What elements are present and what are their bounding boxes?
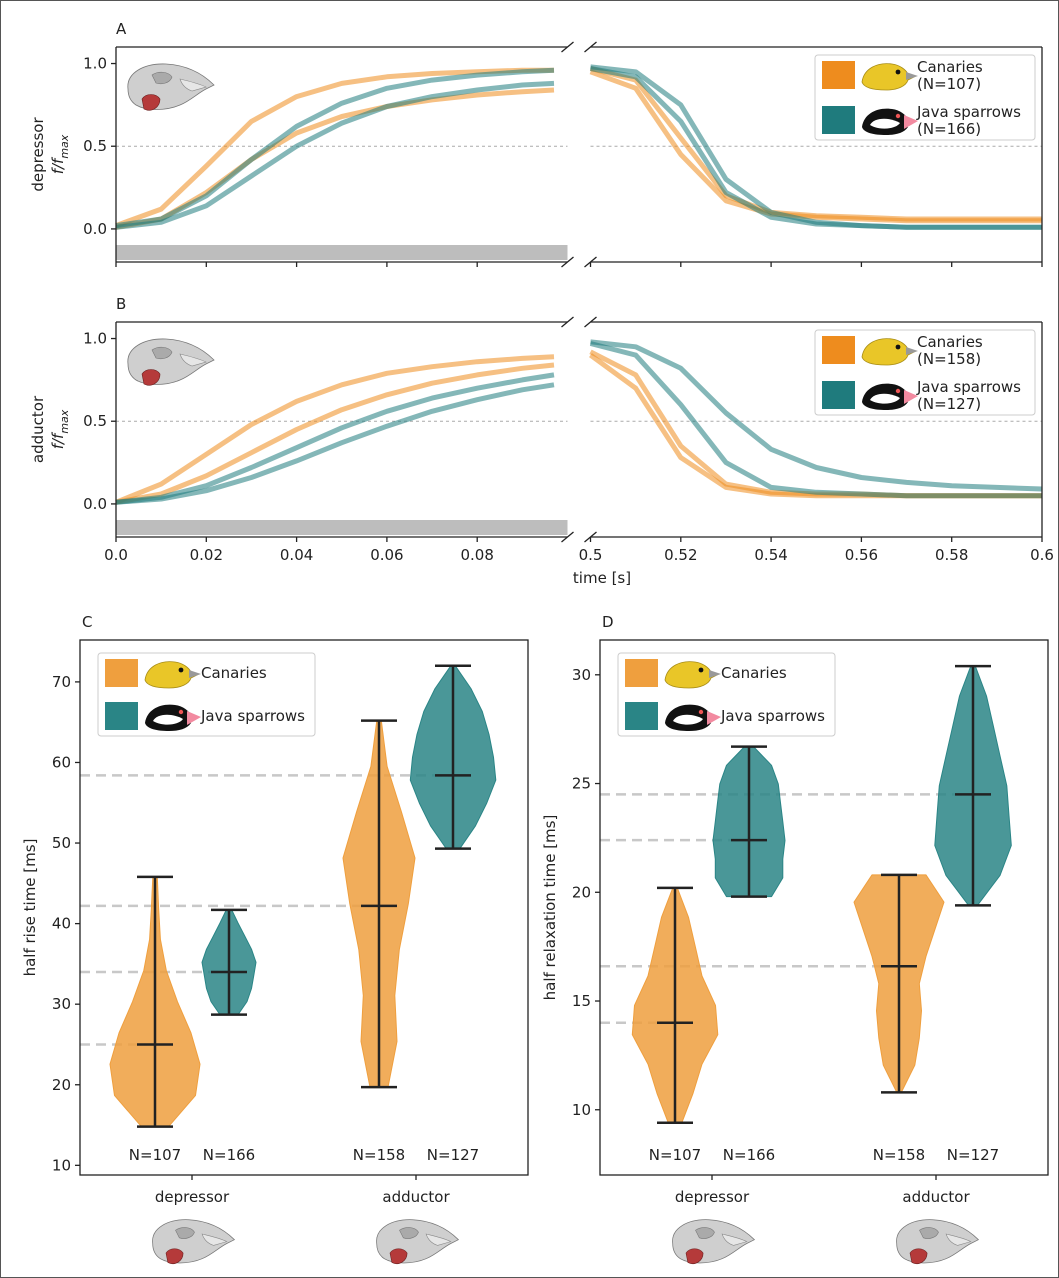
y-tick-label: 10 bbox=[52, 1156, 71, 1174]
muscle-icon bbox=[128, 64, 214, 110]
x-tick-label: 0.52 bbox=[664, 546, 697, 564]
legend-count: (N=107) bbox=[917, 75, 981, 93]
muscle-icon bbox=[673, 1220, 755, 1264]
y-tick-label: 0.0 bbox=[83, 220, 107, 238]
legend-count: (N=127) bbox=[917, 395, 981, 413]
legend-label: Canaries bbox=[201, 664, 267, 682]
stimulus-bar bbox=[116, 245, 568, 260]
x-tick-label: 0.02 bbox=[190, 546, 223, 564]
panel-label: A bbox=[116, 20, 127, 38]
x-tick-label: adductor bbox=[382, 1188, 450, 1206]
panel-label: B bbox=[116, 295, 126, 313]
legend-swatch bbox=[822, 61, 855, 89]
x-tick-label: 0.54 bbox=[754, 546, 787, 564]
legend-swatch bbox=[105, 659, 138, 687]
y-tick-label: 40 bbox=[52, 915, 71, 933]
x-tick-label: 0.56 bbox=[845, 546, 878, 564]
legend-label: Java sparrows bbox=[916, 378, 1021, 396]
y-tick-label: 0.5 bbox=[83, 137, 107, 155]
x-tick-label: 0.5 bbox=[579, 546, 603, 564]
count-label: N=127 bbox=[427, 1146, 479, 1164]
legend-label: Canaries bbox=[721, 664, 787, 682]
y-axis-label: half relaxation time [ms] bbox=[541, 815, 559, 1001]
y-axis-label-math-sub: max bbox=[58, 409, 71, 433]
x-tick-label: adductor bbox=[902, 1188, 970, 1206]
y-tick-label: 0.5 bbox=[83, 412, 107, 430]
y-axis-label: adductor bbox=[29, 395, 47, 463]
y-tick-label: 30 bbox=[572, 666, 591, 684]
count-label: N=166 bbox=[723, 1146, 775, 1164]
legend-label: Java sparrows bbox=[916, 103, 1021, 121]
y-tick-label: 20 bbox=[572, 883, 591, 901]
muscle-icon bbox=[897, 1220, 979, 1264]
y-axis-label-math: f/fmax bbox=[49, 134, 71, 174]
x-tick-label: 0.06 bbox=[370, 546, 403, 564]
legend-count: (N=158) bbox=[917, 350, 981, 368]
y-axis-label: depressor bbox=[29, 117, 47, 192]
figure: 0.00.51.0Adepressorf/fmaxCanaries(N=107)… bbox=[0, 0, 1059, 1278]
y-tick-label: 30 bbox=[52, 995, 71, 1013]
y-tick-label: 70 bbox=[52, 673, 71, 691]
legend-swatch bbox=[625, 702, 658, 730]
legend-swatch bbox=[625, 659, 658, 687]
x-tick-label: depressor bbox=[155, 1188, 230, 1206]
count-label: N=107 bbox=[649, 1146, 701, 1164]
y-axis-label: half rise time [ms] bbox=[21, 839, 39, 977]
muscle-icon bbox=[153, 1220, 235, 1264]
x-tick-label: 0.6 bbox=[1030, 546, 1054, 564]
y-tick-label: 50 bbox=[52, 834, 71, 852]
x-tick-label: 0.08 bbox=[460, 546, 493, 564]
y-tick-label: 10 bbox=[572, 1101, 591, 1119]
x-tick-label: depressor bbox=[675, 1188, 750, 1206]
stimulus-bar bbox=[116, 520, 568, 535]
count-label: N=166 bbox=[203, 1146, 255, 1164]
count-label: N=107 bbox=[129, 1146, 181, 1164]
legend-swatch bbox=[822, 106, 855, 134]
y-tick-label: 60 bbox=[52, 753, 71, 771]
y-tick-label: 1.0 bbox=[83, 330, 107, 348]
legend-label: Java sparrows bbox=[200, 707, 305, 725]
y-tick-label: 20 bbox=[52, 1076, 71, 1094]
legend-label: Java sparrows bbox=[720, 707, 825, 725]
y-tick-label: 25 bbox=[572, 775, 591, 793]
legend-label: Canaries bbox=[917, 333, 983, 351]
y-tick-label: 15 bbox=[572, 992, 591, 1010]
muscle-icon bbox=[128, 339, 214, 385]
x-tick-label: 0.58 bbox=[935, 546, 968, 564]
y-axis-label-math-sub: max bbox=[58, 134, 71, 158]
x-tick-label: 0.0 bbox=[104, 546, 128, 564]
legend-swatch bbox=[822, 381, 855, 409]
y-axis-label-math: f/fmax bbox=[49, 409, 71, 449]
y-tick-label: 0.0 bbox=[83, 495, 107, 513]
x-axis-label: time [s] bbox=[573, 569, 631, 587]
count-label: N=127 bbox=[947, 1146, 999, 1164]
count-label: N=158 bbox=[353, 1146, 405, 1164]
legend-swatch bbox=[822, 336, 855, 364]
y-tick-label: 1.0 bbox=[83, 55, 107, 73]
count-label: N=158 bbox=[873, 1146, 925, 1164]
panel-label: D bbox=[602, 613, 614, 631]
legend-count: (N=166) bbox=[917, 120, 981, 138]
x-tick-label: 0.04 bbox=[280, 546, 313, 564]
legend-label: Canaries bbox=[917, 58, 983, 76]
panel-label: C bbox=[82, 613, 92, 631]
muscle-icon bbox=[377, 1220, 459, 1264]
legend-swatch bbox=[105, 702, 138, 730]
